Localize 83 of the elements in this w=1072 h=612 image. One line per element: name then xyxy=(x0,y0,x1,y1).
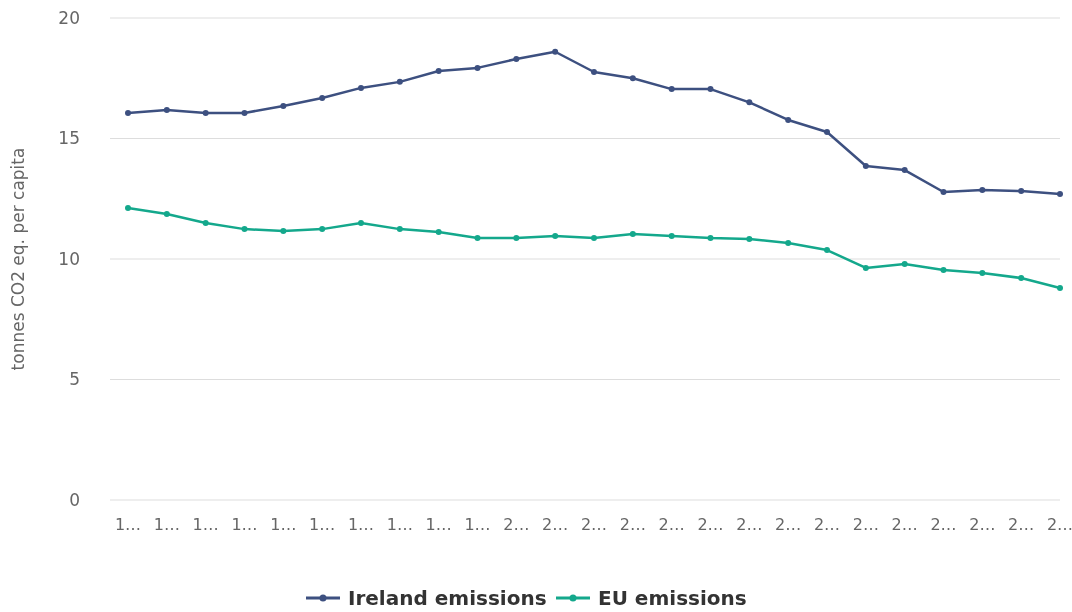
point xyxy=(785,240,792,247)
x-tick-label: 1… xyxy=(347,515,375,534)
x-tick-label: 1… xyxy=(192,515,219,534)
point xyxy=(125,204,131,211)
point xyxy=(940,267,947,274)
point xyxy=(435,68,442,75)
x-tick-label: 1… xyxy=(114,515,142,534)
x-tick-label: 2… xyxy=(775,515,802,534)
point xyxy=(629,75,636,82)
point xyxy=(513,55,520,62)
x-tick-label: 2… xyxy=(580,515,608,534)
point xyxy=(668,86,675,93)
x-tick-label: 2… xyxy=(852,515,879,534)
point xyxy=(474,64,481,71)
point xyxy=(707,86,714,93)
point xyxy=(552,48,559,55)
point xyxy=(1018,188,1025,195)
legend-label: Ireland emissions xyxy=(348,586,547,610)
x-tick-label: 2… xyxy=(619,515,646,534)
point xyxy=(1057,190,1063,197)
y-tick-label: 5 xyxy=(69,369,80,390)
x-tick-label: 1… xyxy=(386,515,413,534)
point xyxy=(125,109,131,116)
point xyxy=(862,264,869,271)
x-tick-label: 2… xyxy=(736,515,763,534)
x-tick-label: 2… xyxy=(969,515,996,534)
point xyxy=(862,162,869,169)
x-tick-label: 1… xyxy=(153,515,180,534)
x-tick-label: 2… xyxy=(1008,515,1035,534)
point xyxy=(513,235,520,242)
legend-label: EU emissions xyxy=(598,586,747,610)
point xyxy=(280,102,287,109)
x-tick-label: 2… xyxy=(1046,515,1072,534)
point xyxy=(1018,275,1025,282)
point xyxy=(319,226,326,233)
x-tick-label: 1… xyxy=(231,515,258,534)
point xyxy=(241,109,248,116)
x-tick-label: 2… xyxy=(658,515,685,534)
point xyxy=(901,167,908,174)
x-tick-label: 1… xyxy=(309,515,336,534)
point xyxy=(746,236,753,242)
x-tick-label: 2… xyxy=(813,515,841,534)
point xyxy=(979,187,986,194)
x-tick-label: 2… xyxy=(542,515,569,534)
x-tick-label: 2… xyxy=(697,515,724,534)
point xyxy=(591,68,597,75)
y-tick-label: 0 xyxy=(69,489,80,510)
point xyxy=(552,233,559,240)
point xyxy=(629,230,636,237)
point xyxy=(785,116,792,123)
point xyxy=(901,261,908,268)
x-tick-label: 2… xyxy=(891,515,918,534)
point xyxy=(824,247,830,254)
point xyxy=(1057,284,1063,291)
point xyxy=(979,269,986,276)
point xyxy=(280,228,287,235)
point xyxy=(163,107,170,114)
point xyxy=(435,229,442,236)
x-tick-label: 1… xyxy=(270,515,297,534)
x-tick-label: 1… xyxy=(425,515,452,534)
point xyxy=(591,235,597,242)
point xyxy=(668,233,675,240)
point xyxy=(319,95,326,102)
point xyxy=(824,128,830,135)
point xyxy=(396,226,403,233)
y-tick-label: 20 xyxy=(58,7,80,28)
y-tick-label: 15 xyxy=(58,128,80,149)
point xyxy=(940,189,947,195)
point xyxy=(474,235,481,242)
point xyxy=(241,226,248,233)
point xyxy=(202,220,209,227)
point xyxy=(707,235,714,242)
point xyxy=(358,220,364,227)
x-tick-label: 2… xyxy=(930,515,957,534)
y-axis-title: tonnes CO2 eq. per capita xyxy=(8,147,28,371)
point xyxy=(746,99,753,106)
y-tick-label: 10 xyxy=(58,248,80,269)
point xyxy=(202,109,209,116)
point xyxy=(163,210,170,217)
x-tick-label: 1… xyxy=(464,515,491,534)
point xyxy=(396,78,403,85)
x-tick-label: 2… xyxy=(503,515,530,534)
point xyxy=(358,84,364,91)
